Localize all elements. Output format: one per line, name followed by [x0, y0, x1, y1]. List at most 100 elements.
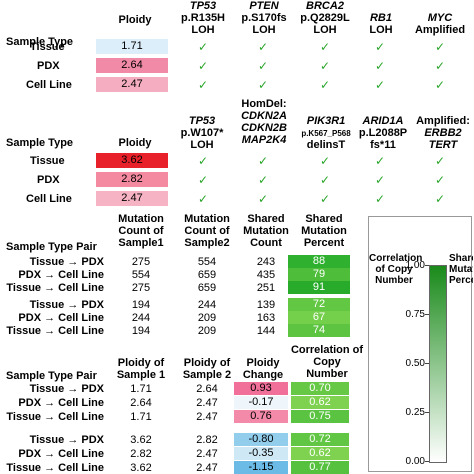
header-line: Shared	[305, 213, 343, 225]
check-icon: ✓	[257, 59, 269, 73]
s2-gene-header: PIK3R1 p.K567_P568 delinsT	[290, 115, 362, 151]
s1-row-label: Tissue	[30, 41, 65, 53]
s4-ploidy1: 1.71	[130, 383, 152, 395]
check-icon: ✓	[257, 154, 269, 168]
s4-ploidy-change: -0.80	[234, 433, 288, 446]
header-line: Sample 2	[182, 369, 232, 381]
s4-ploidy1-header: Ploidy of Sample 1	[106, 357, 176, 381]
check-icon: ✓	[434, 40, 446, 54]
s1-gene-header: MYC Amplified	[407, 12, 473, 36]
gene-line: TERT	[428, 139, 458, 151]
s3-count2: 554	[197, 256, 217, 268]
s3-count1: 275	[131, 256, 151, 268]
s1-ploidy-cell: 1.71	[96, 39, 168, 54]
s4-ploidy2: 2.82	[196, 434, 218, 446]
legend-tick-label: 1.00	[405, 260, 425, 271]
check-icon: ✓	[197, 78, 209, 92]
header-line: Mutation	[301, 225, 347, 237]
s3-count2-header: Mutation Count of Sample2	[172, 213, 242, 249]
gene-variant: p.S170fs	[241, 12, 287, 24]
gene-event: LOH	[369, 24, 393, 36]
s4-pair-header: Sample Type Pair	[6, 370, 97, 382]
s1-row-label: Cell Line	[26, 79, 72, 91]
header-line: Correlation of	[290, 344, 364, 356]
header-line: Copy	[313, 356, 341, 368]
check-icon: ✓	[197, 40, 209, 54]
s1-ploidy-header: Ploidy	[118, 14, 152, 26]
s4-change-header: Ploidy Change	[232, 357, 294, 381]
legend-tick-mark	[425, 412, 429, 413]
s3-pair-label: Tissue → PDX	[29, 256, 104, 268]
check-icon: ✓	[319, 40, 331, 54]
s3-count1: 554	[131, 269, 151, 281]
check-icon: ✓	[374, 59, 386, 73]
s4-pair-label: Tissue → Cell Line	[6, 462, 104, 474]
s4-correlation: 0.62	[291, 447, 349, 460]
legend-title-line: Percent	[449, 275, 473, 286]
gene-event: Amplified	[414, 24, 466, 36]
s4-pair-label: Tissue → Cell Line	[6, 411, 104, 423]
s3-shared-percent: 91	[288, 281, 350, 294]
s3-count1: 275	[131, 282, 151, 294]
header-line: Sample2	[184, 237, 230, 249]
legend-tick-label: 0.25	[405, 407, 425, 418]
s4-ploidy1: 2.82	[130, 448, 152, 460]
s4-correlation-header: Correlation of Copy Number	[284, 344, 370, 380]
s1-ploidy-cell: 2.47	[96, 77, 168, 92]
check-icon: ✓	[257, 173, 269, 187]
header-line: Ploidy	[246, 357, 280, 369]
s4-correlation: 0.75	[291, 410, 349, 423]
s4-ploidy1: 3.62	[130, 434, 152, 446]
header-line: Change	[242, 369, 284, 381]
header-line: Mutation	[184, 213, 230, 225]
header-line: Ploidy of	[117, 357, 165, 369]
check-icon: ✓	[319, 173, 331, 187]
s3-count1: 194	[131, 299, 151, 311]
s1-ploidy-cell: 2.64	[96, 58, 168, 73]
s3-shared-percent: 79	[288, 268, 350, 281]
check-icon: ✓	[197, 173, 209, 187]
s3-shared-percent-header: Shared Mutation Percent	[290, 213, 358, 249]
check-icon: ✓	[257, 40, 269, 54]
gene-name: PTEN	[249, 0, 279, 12]
s3-count1: 244	[131, 312, 151, 324]
check-icon: ✓	[374, 40, 386, 54]
check-icon: ✓	[374, 78, 386, 92]
gene-line: fs*11	[370, 139, 396, 151]
check-icon: ✓	[434, 59, 446, 73]
s4-ploidy-change: 0.93	[234, 382, 288, 395]
check-icon: ✓	[197, 154, 209, 168]
gene-line: CDKN2A	[241, 110, 287, 122]
header-line: Sample1	[118, 237, 164, 249]
gene-line: p.K567_P568	[301, 129, 351, 138]
gene-name: RB1	[369, 12, 392, 24]
gene-event: LOH	[313, 24, 337, 36]
s4-pair-label: Tissue → PDX	[29, 434, 104, 446]
legend-title-line: Shared	[449, 253, 473, 264]
gene-name: BRCA2	[306, 0, 344, 12]
s4-pair-label: PDX → Cell Line	[18, 448, 104, 460]
s3-shared-count-header: Shared Mutation Count	[236, 213, 296, 249]
header-line: Mutation	[243, 225, 289, 237]
s4-pair-label: PDX → Cell Line	[18, 397, 104, 409]
header-line: Sample 1	[116, 369, 166, 381]
s4-ploidy2: 2.47	[196, 448, 218, 460]
s3-count2: 244	[197, 299, 217, 311]
s2-ploidy-header: Ploidy	[118, 137, 152, 149]
s4-correlation: 0.62	[291, 396, 349, 409]
gene-line: ARID1A	[362, 115, 404, 127]
gene-event: LOH	[252, 24, 276, 36]
s4-ploidy1: 2.64	[130, 397, 152, 409]
s3-count2: 209	[197, 312, 217, 324]
check-icon: ✓	[434, 173, 446, 187]
s4-correlation: 0.72	[291, 433, 349, 446]
legend-tick-label: 0.75	[405, 309, 425, 320]
check-icon: ✓	[434, 78, 446, 92]
gene-line: LOH	[190, 139, 214, 151]
legend-title-correlation: Correlation of Copy Number	[369, 253, 422, 286]
s3-count1-header: Mutation Count of Sample1	[106, 213, 176, 249]
check-icon: ✓	[374, 192, 386, 206]
s3-pair-header: Sample Type Pair	[6, 241, 97, 253]
legend-title-line: Number	[375, 275, 413, 286]
header-line: Ploidy of	[183, 357, 231, 369]
